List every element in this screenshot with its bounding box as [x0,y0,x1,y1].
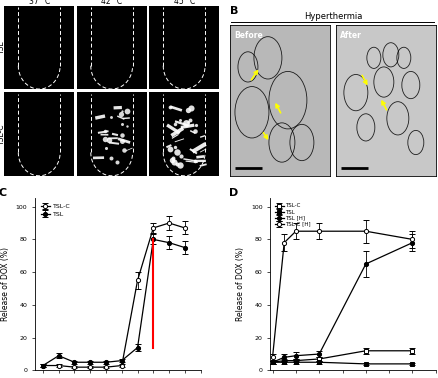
Legend: TSL-C, TSL, TSL [H], TSL-C [H]: TSL-C, TSL, TSL [H], TSL-C [H] [273,201,313,229]
Point [102,128,109,134]
Point [107,114,114,120]
Text: Before: Before [234,31,263,40]
Point [186,116,193,122]
Point [182,120,189,126]
Text: After: After [340,31,362,40]
Text: B: B [230,6,238,15]
Y-axis label: TSL: TSL [0,40,6,54]
Title: 37 °C: 37 °C [28,0,50,6]
Title: 42 °C: 42 °C [101,0,122,6]
Point [171,159,178,165]
Point [192,122,199,128]
Y-axis label: Release of DOX (%): Release of DOX (%) [237,248,245,321]
Point [169,157,176,163]
Point [185,119,192,125]
Title: 45 °C: 45 °C [173,0,195,6]
Point [170,155,177,161]
Point [184,107,191,113]
Point [172,144,179,150]
Point [167,146,174,152]
Point [108,155,115,161]
Point [177,162,184,168]
Point [173,161,180,167]
Point [118,132,125,138]
Y-axis label: TSL-C: TSL-C [0,123,6,145]
Point [118,121,125,127]
Legend: TSL-C, TSL: TSL-C, TSL [38,201,73,219]
Point [192,129,199,135]
Text: C: C [0,188,7,198]
Text: Hyperthermia: Hyperthermia [304,12,362,21]
Point [187,105,194,111]
Text: D: D [229,188,238,198]
Point [124,123,131,129]
Point [121,147,128,153]
Point [117,111,124,117]
Point [102,136,109,142]
Point [191,158,198,164]
Point [119,138,126,144]
Point [118,108,125,114]
Point [177,116,184,122]
Point [113,159,120,165]
Point [177,153,184,159]
Point [124,108,131,114]
Point [167,104,174,110]
Point [171,121,178,127]
Point [102,145,110,151]
Y-axis label: Release of DOX (%): Release of DOX (%) [1,248,10,321]
Point [173,149,180,155]
Point [106,136,113,143]
